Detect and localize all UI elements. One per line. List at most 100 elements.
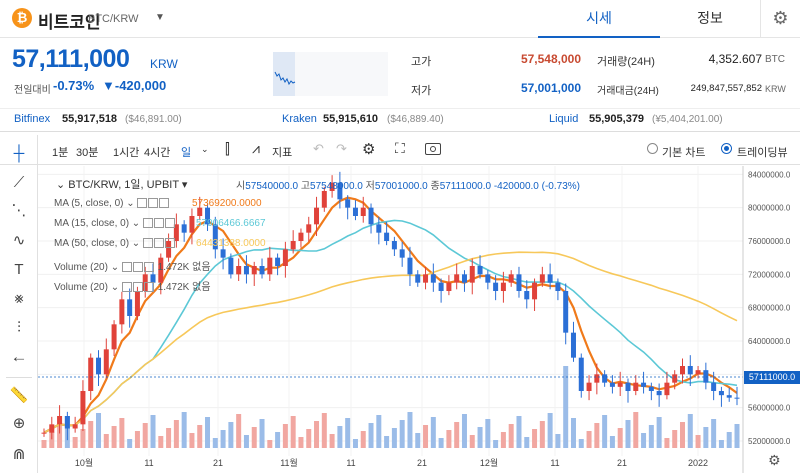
interval-dropdown-icon[interactable]: ⌄	[201, 144, 209, 154]
legend-volume-1[interactable]: Volume (20) ⌄ 1.472K 없음	[54, 262, 211, 273]
volume-bar	[158, 436, 164, 448]
candle-body	[197, 207, 203, 216]
volume-bar	[711, 419, 717, 448]
coin-dropdown-icon[interactable]: ▼	[155, 12, 165, 23]
chart-settings-icon[interactable]: ⚙	[768, 452, 781, 468]
candle-body	[376, 224, 382, 233]
y-tick-label: 52000000.0	[748, 437, 791, 446]
volume-bar	[703, 427, 709, 448]
tab-price[interactable]: 시세	[538, 0, 660, 38]
volume-bar	[578, 439, 584, 448]
legend-collapse-icon[interactable]: ⌄	[56, 179, 69, 191]
measure-icon[interactable]: ⫶	[17, 319, 21, 336]
undo-icon[interactable]: ↶	[313, 141, 324, 156]
magnet-icon[interactable]: ⋒	[12, 446, 26, 463]
x-tick-label: 2022	[688, 458, 708, 468]
candle-body	[570, 332, 576, 358]
volume-bar	[352, 439, 358, 448]
low-value: 57,001,000	[520, 81, 581, 95]
basic-chart-label[interactable]: 기본 차트	[662, 147, 706, 159]
brush-icon[interactable]: ∿	[12, 232, 26, 249]
volume-bar	[695, 435, 701, 448]
back-arrow-icon[interactable]: ←	[10, 347, 28, 366]
x-tick-label: 11	[144, 458, 153, 468]
volume-bar	[212, 438, 218, 448]
tab-info[interactable]: 정보	[697, 10, 723, 26]
volume-bar	[641, 433, 647, 448]
y-tick-label: 68000000.0	[748, 304, 791, 313]
volume-bar	[563, 366, 569, 448]
interval-1d[interactable]: 일	[181, 147, 192, 159]
interval-30m[interactable]: 30분	[76, 147, 99, 159]
legend-volume-2[interactable]: Volume (20) ⌄ 1.472K 없음	[54, 282, 211, 293]
fullscreen-icon[interactable]: ⛶	[395, 140, 405, 156]
gear-icon[interactable]: ⚙	[760, 0, 800, 38]
candle-body	[243, 266, 249, 275]
settings-icon[interactable]: ⚙	[362, 141, 376, 158]
candle-body	[220, 249, 226, 258]
legend-ma5[interactable]: MA (5, close, 0) ⌄	[54, 198, 170, 209]
tradingview-label[interactable]: 트레이딩뷰	[737, 147, 788, 159]
candle-body	[352, 207, 358, 216]
volume-bar	[142, 423, 148, 448]
indicator-button[interactable]: 지표	[272, 147, 293, 159]
candle-body	[290, 241, 296, 250]
interval-1m[interactable]: 1분	[52, 147, 69, 159]
interval-1h[interactable]: 1시간	[113, 147, 140, 159]
candle-body	[298, 232, 304, 241]
y-tick-label: 76000000.0	[748, 237, 791, 246]
amount-unit: KRW	[765, 84, 786, 94]
candle-body	[173, 224, 179, 241]
candle-body	[41, 432, 47, 434]
legend-ma15[interactable]: MA (15, close, 0) ⌄	[54, 218, 176, 229]
x-tick-label: 11월	[280, 457, 298, 468]
x-axis: 10월 11 21 11월 11 21 12월 11 21 2022	[75, 457, 708, 468]
text-icon[interactable]: T	[14, 261, 24, 278]
volume-bar	[664, 438, 670, 448]
candle-body	[734, 397, 740, 399]
price-chart[interactable]: 84000000.0 80000000.0 76000000.0 72000000.0…	[38, 166, 800, 473]
interval-4h[interactable]: 4시간	[144, 147, 171, 159]
candle-body	[539, 274, 545, 283]
candle-body	[602, 374, 608, 383]
candle-body	[314, 207, 320, 225]
x-tick-label: 21	[417, 458, 427, 468]
basic-chart-radio[interactable]	[647, 143, 658, 154]
legend-ma5-value: 57369200.0000	[192, 198, 262, 209]
y-tick-label: 64000000.0	[748, 337, 791, 346]
volume-bar	[625, 420, 631, 448]
redo-icon[interactable]: ↷	[336, 141, 347, 156]
candle-type-icon[interactable]: ⫿	[225, 141, 230, 158]
exchange-price: 55,917,518	[62, 113, 118, 125]
camera-icon[interactable]	[425, 143, 441, 155]
volume-bar	[718, 440, 724, 448]
trendline-icon[interactable]: ⟋	[13, 174, 25, 191]
volume-bar	[407, 412, 413, 448]
candle-body	[477, 266, 483, 275]
crosshair-icon[interactable]: ┼	[13, 145, 25, 162]
zoom-in-icon[interactable]: ⊕	[12, 415, 26, 432]
fib-icon[interactable]: ⋱	[11, 202, 27, 219]
x-tick-label: 21	[213, 458, 223, 468]
pattern-icon[interactable]: ⨳	[14, 290, 24, 307]
coin-name: 비트코인	[38, 13, 101, 32]
legend-symbol: BTC/KRW, 1일, UPBIT	[68, 179, 179, 191]
candle-body	[625, 382, 631, 391]
candle-body	[563, 291, 569, 333]
candle-body	[158, 257, 164, 283]
y-tick-label: 56000000.0	[748, 404, 791, 413]
candle-body	[360, 207, 366, 216]
volume-bar	[532, 429, 538, 448]
volume-bar	[656, 417, 662, 448]
volume-bar	[555, 434, 561, 448]
x-tick-label: 11	[550, 458, 559, 468]
volume-bar	[290, 416, 296, 448]
volume-bar	[508, 424, 514, 448]
ruler-icon[interactable]: 📏	[9, 387, 29, 404]
volume-bar	[586, 431, 592, 448]
indicator-icon[interactable]: ⩘	[252, 140, 260, 156]
legend-ma50[interactable]: MA (50, close, 0) ⌄	[54, 238, 176, 249]
volume-bar	[150, 415, 156, 448]
volume-bar	[166, 428, 172, 448]
tradingview-radio[interactable]	[721, 143, 732, 154]
